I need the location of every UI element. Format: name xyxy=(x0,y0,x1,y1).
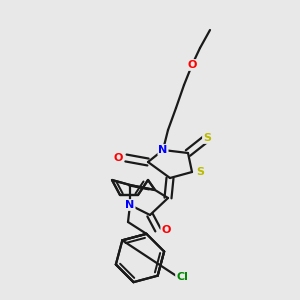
Text: O: O xyxy=(187,60,197,70)
Text: N: N xyxy=(158,145,168,155)
Text: S: S xyxy=(203,133,211,143)
Text: S: S xyxy=(196,167,204,177)
Text: O: O xyxy=(161,225,171,235)
Text: Cl: Cl xyxy=(176,272,188,282)
Text: O: O xyxy=(113,153,123,163)
Text: N: N xyxy=(125,200,135,210)
